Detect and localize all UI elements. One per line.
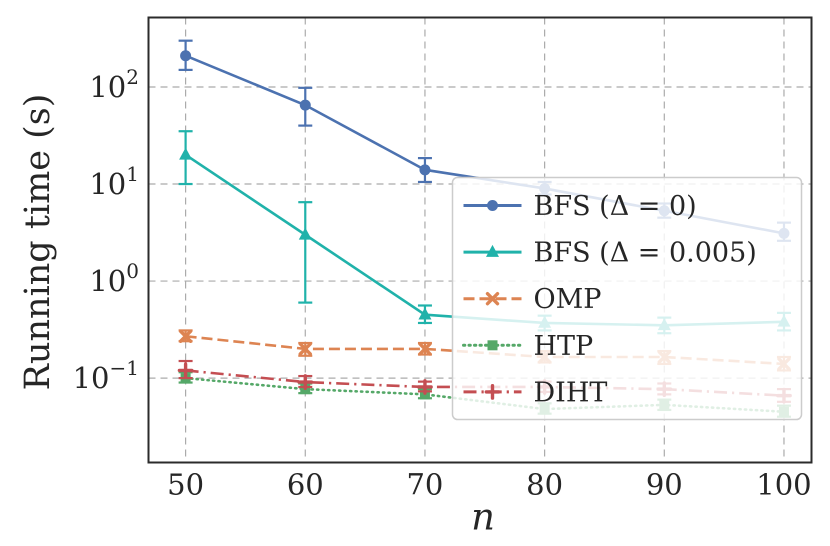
marker-triangle-icon	[486, 244, 499, 257]
marker-x-icon	[178, 329, 193, 343]
x-tick-label: 80	[526, 468, 563, 502]
marker-circle-icon	[180, 50, 192, 62]
legend-label: BFS (Δ = 0.005)	[534, 238, 757, 269]
marker-triangle-icon	[179, 147, 193, 160]
marker-x-icon	[485, 292, 500, 306]
legend-entry: OMP	[463, 284, 602, 315]
legend-box	[451, 176, 803, 421]
legend-label: HTP	[534, 331, 594, 362]
marker-square-icon	[487, 340, 498, 351]
marker-triangle-icon	[298, 227, 312, 240]
x-axis-label: n	[471, 495, 495, 539]
legend-entry: HTP	[462, 331, 594, 362]
legend-entry: DIHT	[463, 377, 608, 408]
marker-plus-icon	[177, 362, 194, 379]
legend-label: OMP	[534, 284, 602, 315]
marker-circle-icon	[299, 99, 311, 111]
marker-plus-icon	[484, 384, 501, 400]
marker-circle-icon	[419, 164, 431, 176]
y-tick-label: 102	[89, 65, 139, 104]
marker-x-icon	[418, 342, 432, 356]
legend-entry: BFS (Δ = 0.005)	[463, 238, 757, 269]
legend: BFS (Δ = 0) BFS (Δ = 0.005) OMP HTP DIHT	[451, 176, 803, 421]
x-tick-label: 70	[406, 468, 443, 502]
legend-label: DIHT	[534, 377, 608, 408]
legend-entry: BFS (Δ = 0)	[463, 191, 697, 222]
marker-triangle-icon	[418, 307, 432, 320]
tick-labels: 50 60 70 80 90 100 10−1 100 101 102	[73, 65, 812, 502]
legend-label: BFS (Δ = 0)	[534, 191, 697, 222]
plot-border	[147, 16, 813, 464]
x-tick-label: 100	[756, 468, 811, 502]
y-axis-label: Running time (s)	[18, 93, 58, 391]
marker-plus-icon	[297, 374, 314, 390]
marker-x-icon	[298, 342, 312, 356]
x-tick-label: 60	[287, 468, 324, 502]
y-tick-label: 100	[89, 259, 139, 298]
x-tick-label: 50	[167, 468, 204, 502]
marker-circle-icon	[487, 200, 498, 211]
marker-plus-icon	[417, 379, 433, 395]
y-tick-label: 10−1	[73, 356, 139, 395]
x-tick-label: 90	[646, 468, 683, 502]
y-tick-label: 101	[89, 162, 139, 201]
